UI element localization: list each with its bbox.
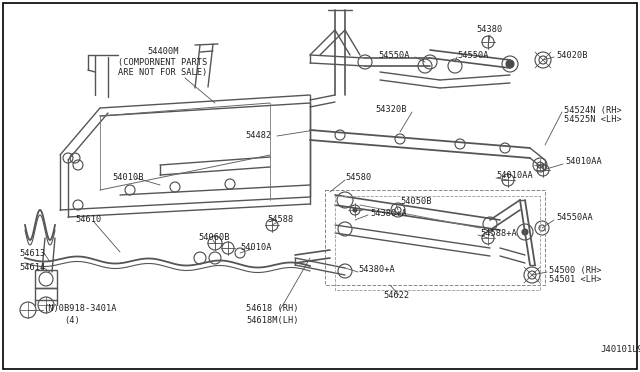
Text: (4): (4) <box>64 315 80 324</box>
Text: (N)0B918-3401A: (N)0B918-3401A <box>43 304 116 312</box>
Text: 54380+A: 54380+A <box>370 208 407 218</box>
Text: 54550A: 54550A <box>457 51 488 60</box>
Text: 54060B: 54060B <box>198 234 230 243</box>
Text: 54614: 54614 <box>19 263 45 273</box>
Text: 54010A: 54010A <box>240 243 271 251</box>
Text: (COMPORNENT PARTS: (COMPORNENT PARTS <box>118 58 207 67</box>
Text: 54010AA: 54010AA <box>565 157 602 167</box>
Text: J40101L9: J40101L9 <box>600 346 640 355</box>
Text: 54550A: 54550A <box>378 51 410 60</box>
Text: 54610: 54610 <box>75 215 101 224</box>
Text: 54380+A: 54380+A <box>358 266 395 275</box>
Bar <box>35 270 57 288</box>
Text: 54320B: 54320B <box>376 106 407 115</box>
Text: 54482: 54482 <box>246 131 272 141</box>
Text: 54550AA: 54550AA <box>556 214 593 222</box>
Text: 54050B: 54050B <box>400 198 431 206</box>
Text: 54525N <LH>: 54525N <LH> <box>564 115 621 125</box>
Text: 54500 (RH>: 54500 (RH> <box>549 266 602 275</box>
Text: ARE NOT FOR SALE): ARE NOT FOR SALE) <box>118 67 207 77</box>
Text: 54501 <LH>: 54501 <LH> <box>549 276 602 285</box>
Circle shape <box>353 208 357 212</box>
Text: 54618M(LH): 54618M(LH) <box>246 315 298 324</box>
Text: 54010B: 54010B <box>112 173 143 183</box>
Text: 54613: 54613 <box>19 248 45 257</box>
Text: 54622: 54622 <box>383 291 409 299</box>
Text: 54588+A: 54588+A <box>480 228 516 237</box>
Text: 54524N (RH>: 54524N (RH> <box>564 106 621 115</box>
Text: 54580: 54580 <box>345 173 371 183</box>
Circle shape <box>522 229 528 235</box>
Text: 54400M: 54400M <box>147 48 179 57</box>
Text: 54010AA: 54010AA <box>496 171 532 180</box>
Text: 54020B: 54020B <box>556 51 588 60</box>
Text: 54380: 54380 <box>477 26 503 35</box>
Text: 54618 (RH): 54618 (RH) <box>246 304 298 312</box>
Circle shape <box>506 60 514 68</box>
Text: 54588: 54588 <box>267 215 293 224</box>
